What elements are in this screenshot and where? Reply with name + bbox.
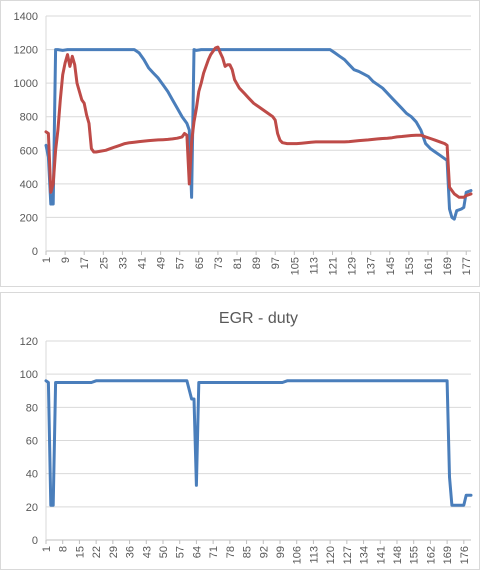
y-tick-label: 800 <box>20 112 38 124</box>
chart-title: EGR - duty <box>219 310 298 327</box>
x-tick-label: 113 <box>308 546 320 564</box>
x-tick-label: 161 <box>423 257 435 275</box>
x-tick-label: 121 <box>328 257 340 275</box>
x-tick-label: 41 <box>137 257 149 269</box>
egr-duty-line-chart: EGR - duty 0 20 40 60 80 100 120 1 8 15 22 29 36 43 50 5… <box>20 310 473 564</box>
y-tick-label: 20 <box>26 502 38 514</box>
series-line-2 <box>44 45 473 199</box>
x-tick-label: 29 <box>108 546 120 558</box>
y-tick-label: 40 <box>26 469 38 481</box>
x-tick-label: 85 <box>242 546 254 558</box>
x-tick-label: 145 <box>385 257 397 275</box>
y-tick-label: 1000 <box>14 78 38 90</box>
x-tick-label: 8 <box>58 546 70 552</box>
x-tick-label: 105 <box>289 257 301 275</box>
x-tick-label: 129 <box>347 257 359 275</box>
y-tick-label: 200 <box>20 212 38 224</box>
series-line-1 <box>44 379 473 507</box>
x-tick-label: 49 <box>156 257 168 269</box>
x-tick-label: 71 <box>208 546 220 558</box>
x-tick-label: 141 <box>375 546 387 564</box>
x-tick-label: 1 <box>41 546 53 552</box>
x-tick-label: 33 <box>117 257 129 269</box>
x-tick-label: 64 <box>191 546 203 558</box>
x-tick-label: 73 <box>213 257 225 269</box>
line-chart-top: 0 200 400 600 800 1000 1200 1400 1 9 17 25 33 41 49 57 6… <box>14 11 474 275</box>
y-tick-label: 100 <box>20 369 38 381</box>
y-tick-label: 1200 <box>14 45 38 57</box>
x-tick-label: 92 <box>258 546 270 558</box>
x-tick-label: 78 <box>225 546 237 558</box>
y-tick-label: 60 <box>26 436 38 448</box>
rpm-chart-panel: 0 200 400 600 800 1000 1200 1400 1 9 17 25 33 41 49 57 6… <box>0 0 480 287</box>
x-tick-label: 9 <box>60 257 72 263</box>
x-tick-label: 50 <box>158 546 170 558</box>
x-tick-label: 81 <box>232 257 244 269</box>
x-tick-label: 169 <box>442 546 454 564</box>
x-tick-label: 177 <box>461 257 473 275</box>
y-tick-label: 80 <box>26 402 38 414</box>
egr-duty-chart-panel: EGR - duty 0 20 40 60 80 100 120 1 8 15 22 29 36 43 50 5… <box>0 292 480 570</box>
x-tick-label: 22 <box>91 546 103 558</box>
x-tick-label: 162 <box>425 546 437 564</box>
x-tick-label: 36 <box>125 546 137 558</box>
y-tick-label: 0 <box>32 246 38 258</box>
y-tick-label: 600 <box>20 145 38 157</box>
y-tick-label: 120 <box>20 336 38 348</box>
x-tick-label: 15 <box>74 546 86 558</box>
x-tick-label: 134 <box>359 546 371 564</box>
y-tick-label: 0 <box>32 535 38 547</box>
x-tick-label: 57 <box>175 546 187 558</box>
x-tick-label: 65 <box>194 257 206 269</box>
series-line-1 <box>44 48 473 221</box>
y-tick-label: 400 <box>20 179 38 191</box>
x-tick-label: 137 <box>366 257 378 275</box>
x-tick-label: 106 <box>292 546 304 564</box>
x-tick-label: 113 <box>308 257 320 275</box>
x-tick-label: 120 <box>325 546 337 564</box>
x-tick-label: 17 <box>79 257 91 269</box>
x-tick-label: 1 <box>41 257 53 263</box>
x-tick-label: 99 <box>275 546 287 558</box>
x-tick-label: 25 <box>98 257 110 269</box>
x-tick-label: 127 <box>342 546 354 564</box>
x-tick-label: 57 <box>175 257 187 269</box>
x-tick-label: 148 <box>392 546 404 564</box>
x-tick-label: 155 <box>409 546 421 564</box>
x-tick-label: 97 <box>270 257 282 269</box>
x-tick-label: 169 <box>442 257 454 275</box>
x-tick-label: 176 <box>459 546 471 564</box>
x-tick-label: 89 <box>251 257 263 269</box>
y-tick-label: 1400 <box>14 11 38 23</box>
x-tick-label: 153 <box>404 257 416 275</box>
x-tick-label: 43 <box>141 546 153 558</box>
